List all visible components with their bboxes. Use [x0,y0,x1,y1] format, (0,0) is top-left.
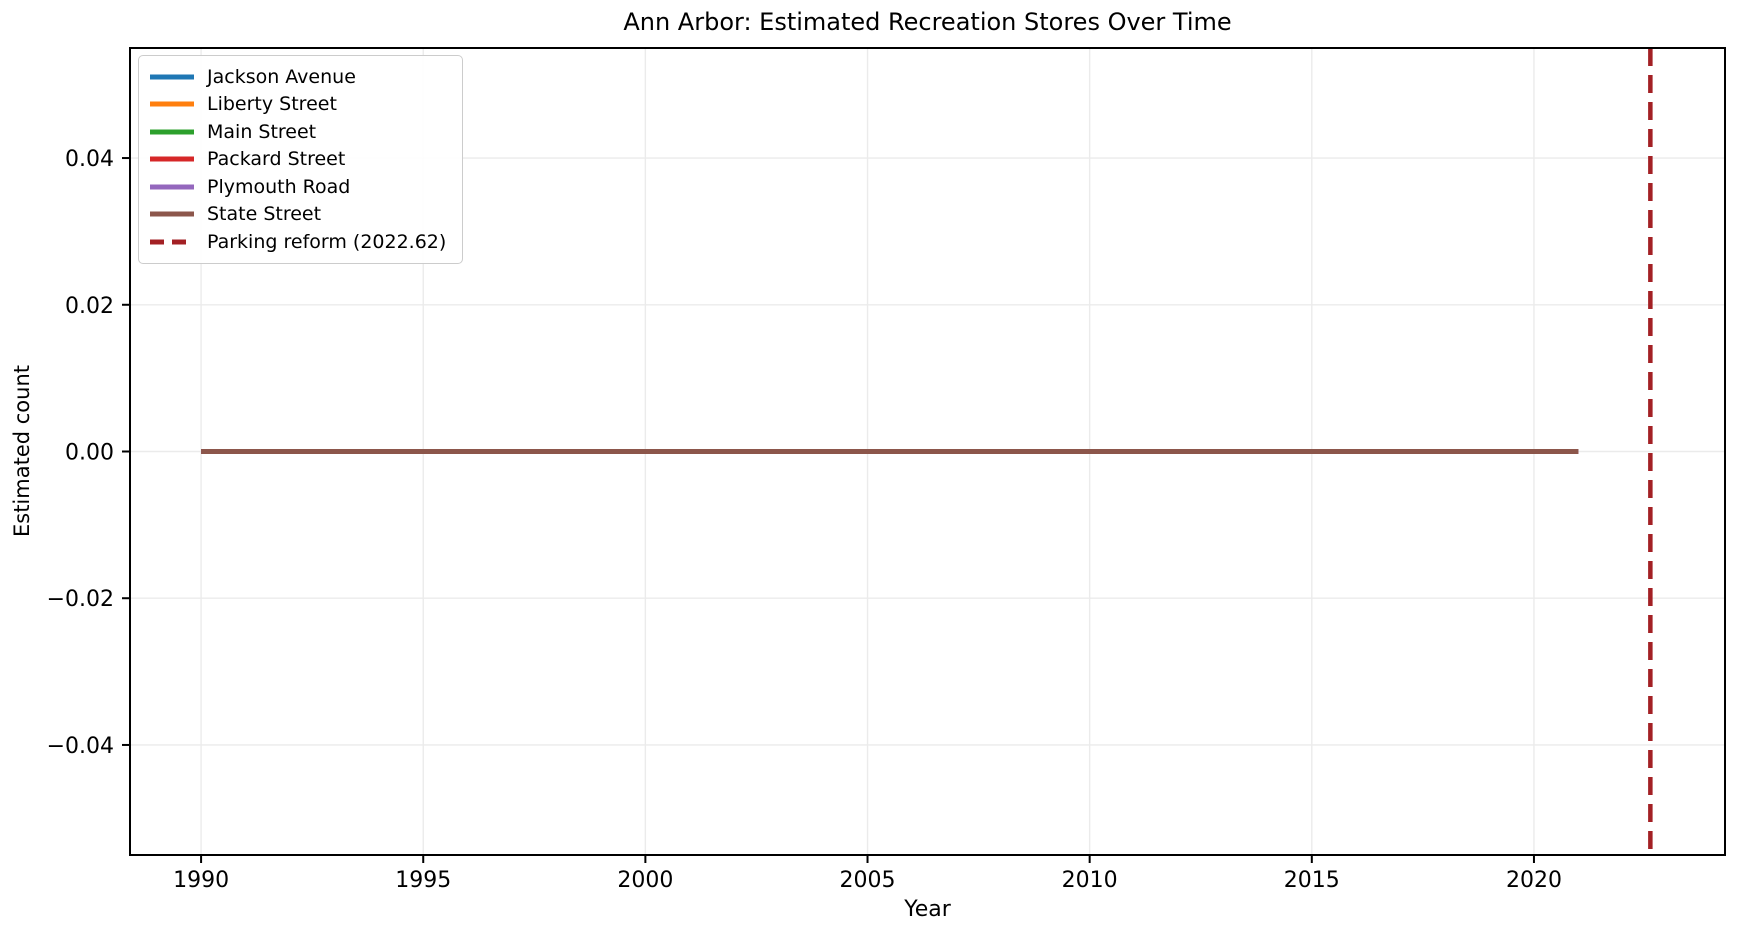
legend-line-swatch [150,156,194,162]
legend-line-swatch [150,239,194,245]
legend-item: Plymouth Road [150,173,446,201]
legend-label: Main Street [207,120,317,143]
legend-label: Packard Street [207,148,346,171]
x-tick-label: 2000 [617,868,673,893]
y-tick-label: −0.02 [47,587,114,612]
legend-item: Liberty Street [150,91,446,119]
chart-title: Ann Arbor: Estimated Recreation Stores O… [623,8,1232,36]
legend-line-swatch [150,184,194,190]
legend-item: Parking reform (2022.62) [150,228,446,256]
y-axis-label: Estimated count [10,364,34,538]
y-tick-label: 0.04 [65,147,114,172]
y-tick-label: −0.04 [47,734,114,759]
legend-item: Packard Street [150,146,446,174]
legend-item: Jackson Avenue [150,63,446,91]
legend-line-swatch [150,211,194,217]
legend-label: Liberty Street [207,93,337,116]
x-tick-label: 1990 [173,868,229,893]
x-tick-label: 1995 [395,868,451,893]
x-tick-label: 2015 [1284,868,1340,893]
legend-line-swatch [150,74,194,80]
legend-label: Plymouth Road [207,175,351,198]
legend-item: State Street [150,201,446,229]
legend-label: State Street [207,203,322,226]
x-axis-label: Year [904,897,951,922]
y-tick-label: 0.00 [65,441,114,466]
legend-item: Main Street [150,118,446,146]
legend-line-swatch [150,101,194,107]
legend-line-swatch [150,129,194,135]
legend-label: Jackson Avenue [207,65,356,88]
legend-box: Jackson Avenue Liberty Street Main Street P… [138,55,464,264]
x-tick-label: 2005 [840,868,896,893]
x-tick-label: 2010 [1062,868,1118,893]
legend-label: Parking reform (2022.62) [207,230,447,253]
y-tick-label: 0.02 [65,294,114,319]
x-tick-label: 2020 [1506,868,1562,893]
